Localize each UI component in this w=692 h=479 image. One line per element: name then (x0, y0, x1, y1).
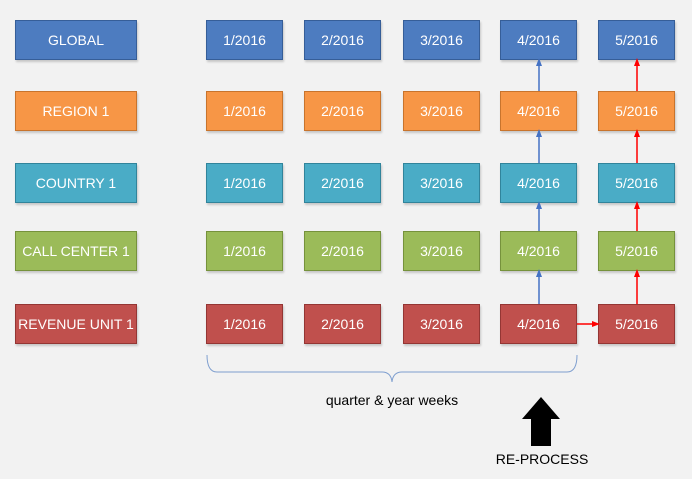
cell-region-1: 1/2016 (206, 91, 283, 131)
cell-global-4: 4/2016 (500, 20, 577, 60)
cell-global-3: 3/2016 (403, 20, 480, 60)
cell-country-3: 3/2016 (403, 163, 480, 203)
cell-revenue-unit-2: 2/2016 (304, 304, 381, 344)
cell-region-2: 2/2016 (304, 91, 381, 131)
cell-global-1: 1/2016 (206, 20, 283, 60)
level-revenue-unit-1: REVENUE UNIT 1 (15, 304, 137, 344)
cell-call-center-2: 2/2016 (304, 231, 381, 271)
reprocess-arrow-icon (522, 397, 560, 446)
cell-region-4: 4/2016 (500, 91, 577, 131)
cell-region-5: 5/2016 (598, 91, 675, 131)
cell-country-1: 1/2016 (206, 163, 283, 203)
cell-call-center-4: 4/2016 (500, 231, 577, 271)
cell-call-center-1: 1/2016 (206, 231, 283, 271)
level-call-center-1: CALL CENTER 1 (15, 231, 137, 271)
cell-revenue-unit-5: 5/2016 (598, 304, 675, 344)
cell-revenue-unit-4: 4/2016 (500, 304, 577, 344)
cell-revenue-unit-1: 1/2016 (206, 304, 283, 344)
level-global: GLOBAL (15, 20, 137, 60)
caption-quarter-year-weeks: quarter & year weeks (325, 392, 459, 408)
cell-region-3: 3/2016 (403, 91, 480, 131)
level-country-1: COUNTRY 1 (15, 163, 137, 203)
curly-brace (206, 354, 578, 383)
cell-country-2: 2/2016 (304, 163, 381, 203)
cell-country-5: 5/2016 (598, 163, 675, 203)
cell-revenue-unit-3: 3/2016 (403, 304, 480, 344)
caption-reprocess: RE-PROCESS (495, 451, 589, 467)
level-region-1: REGION 1 (15, 91, 137, 131)
cell-global-2: 2/2016 (304, 20, 381, 60)
cell-global-5: 5/2016 (598, 20, 675, 60)
cell-call-center-3: 3/2016 (403, 231, 480, 271)
